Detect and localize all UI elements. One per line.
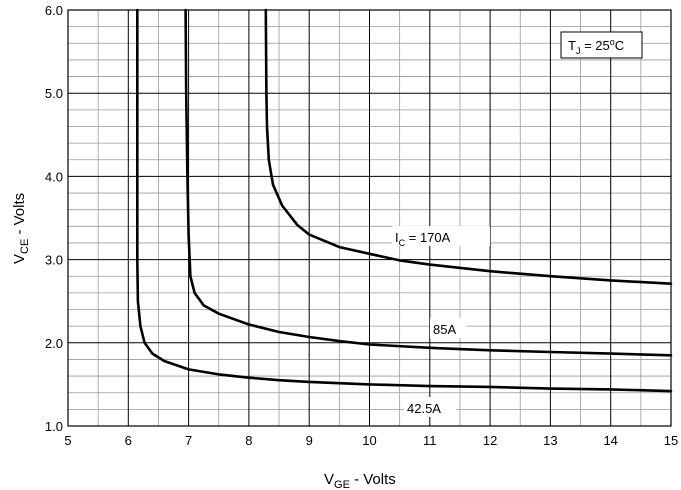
x-tick-label: 10	[362, 433, 376, 448]
series-line-170a	[264, 8, 673, 285]
series-line-85a	[184, 8, 673, 357]
series-label-42-5a: 42.5A	[404, 397, 456, 417]
series-label-85a: 85A	[430, 318, 466, 338]
x-tick-label: 8	[245, 433, 252, 448]
condition-box: TJ = 25oC	[560, 31, 643, 59]
x-tick-label: 14	[603, 433, 617, 448]
x-tick-label: 9	[306, 433, 313, 448]
condition-label: TJ = 25oC	[568, 37, 624, 56]
series-label-170a: IC = 170A	[392, 226, 490, 248]
svg-text:85A: 85A	[433, 322, 456, 337]
x-tick-label: 6	[125, 433, 132, 448]
y-tick-label: 6.0	[45, 3, 63, 18]
y-tick-label: 2.0	[45, 336, 63, 351]
svg-text:IC = 170A: IC = 170A	[395, 230, 451, 248]
y-tick-labels: 1.0 2.0 3.0 4.0 5.0 6.0	[45, 3, 63, 434]
y-tick-label: 1.0	[45, 419, 63, 434]
x-tick-label: 13	[543, 433, 557, 448]
x-tick-labels: 5 6 7 8 9 10 11 12 13 14 15	[64, 433, 678, 448]
x-tick-label: 12	[483, 433, 497, 448]
x-tick-label: 15	[664, 433, 678, 448]
svg-text:42.5A: 42.5A	[407, 401, 441, 416]
plot-frame	[67, 9, 672, 427]
y-tick-label: 4.0	[45, 169, 63, 184]
x-tick-label: 11	[423, 433, 437, 448]
series-line-42-5a	[136, 8, 673, 393]
x-axis-label: VGE - Volts	[324, 471, 396, 490]
major-grid	[68, 10, 671, 426]
y-axis-label: VCE - Volts	[11, 193, 31, 264]
x-tick-label: 7	[185, 433, 192, 448]
y-tick-label: 5.0	[45, 86, 63, 101]
curves	[136, 8, 673, 393]
y-tick-label: 3.0	[45, 253, 63, 268]
x-tick-label: 5	[64, 433, 71, 448]
